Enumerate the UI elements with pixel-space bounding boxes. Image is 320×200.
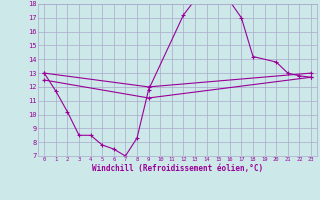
X-axis label: Windchill (Refroidissement éolien,°C): Windchill (Refroidissement éolien,°C) bbox=[92, 164, 263, 173]
